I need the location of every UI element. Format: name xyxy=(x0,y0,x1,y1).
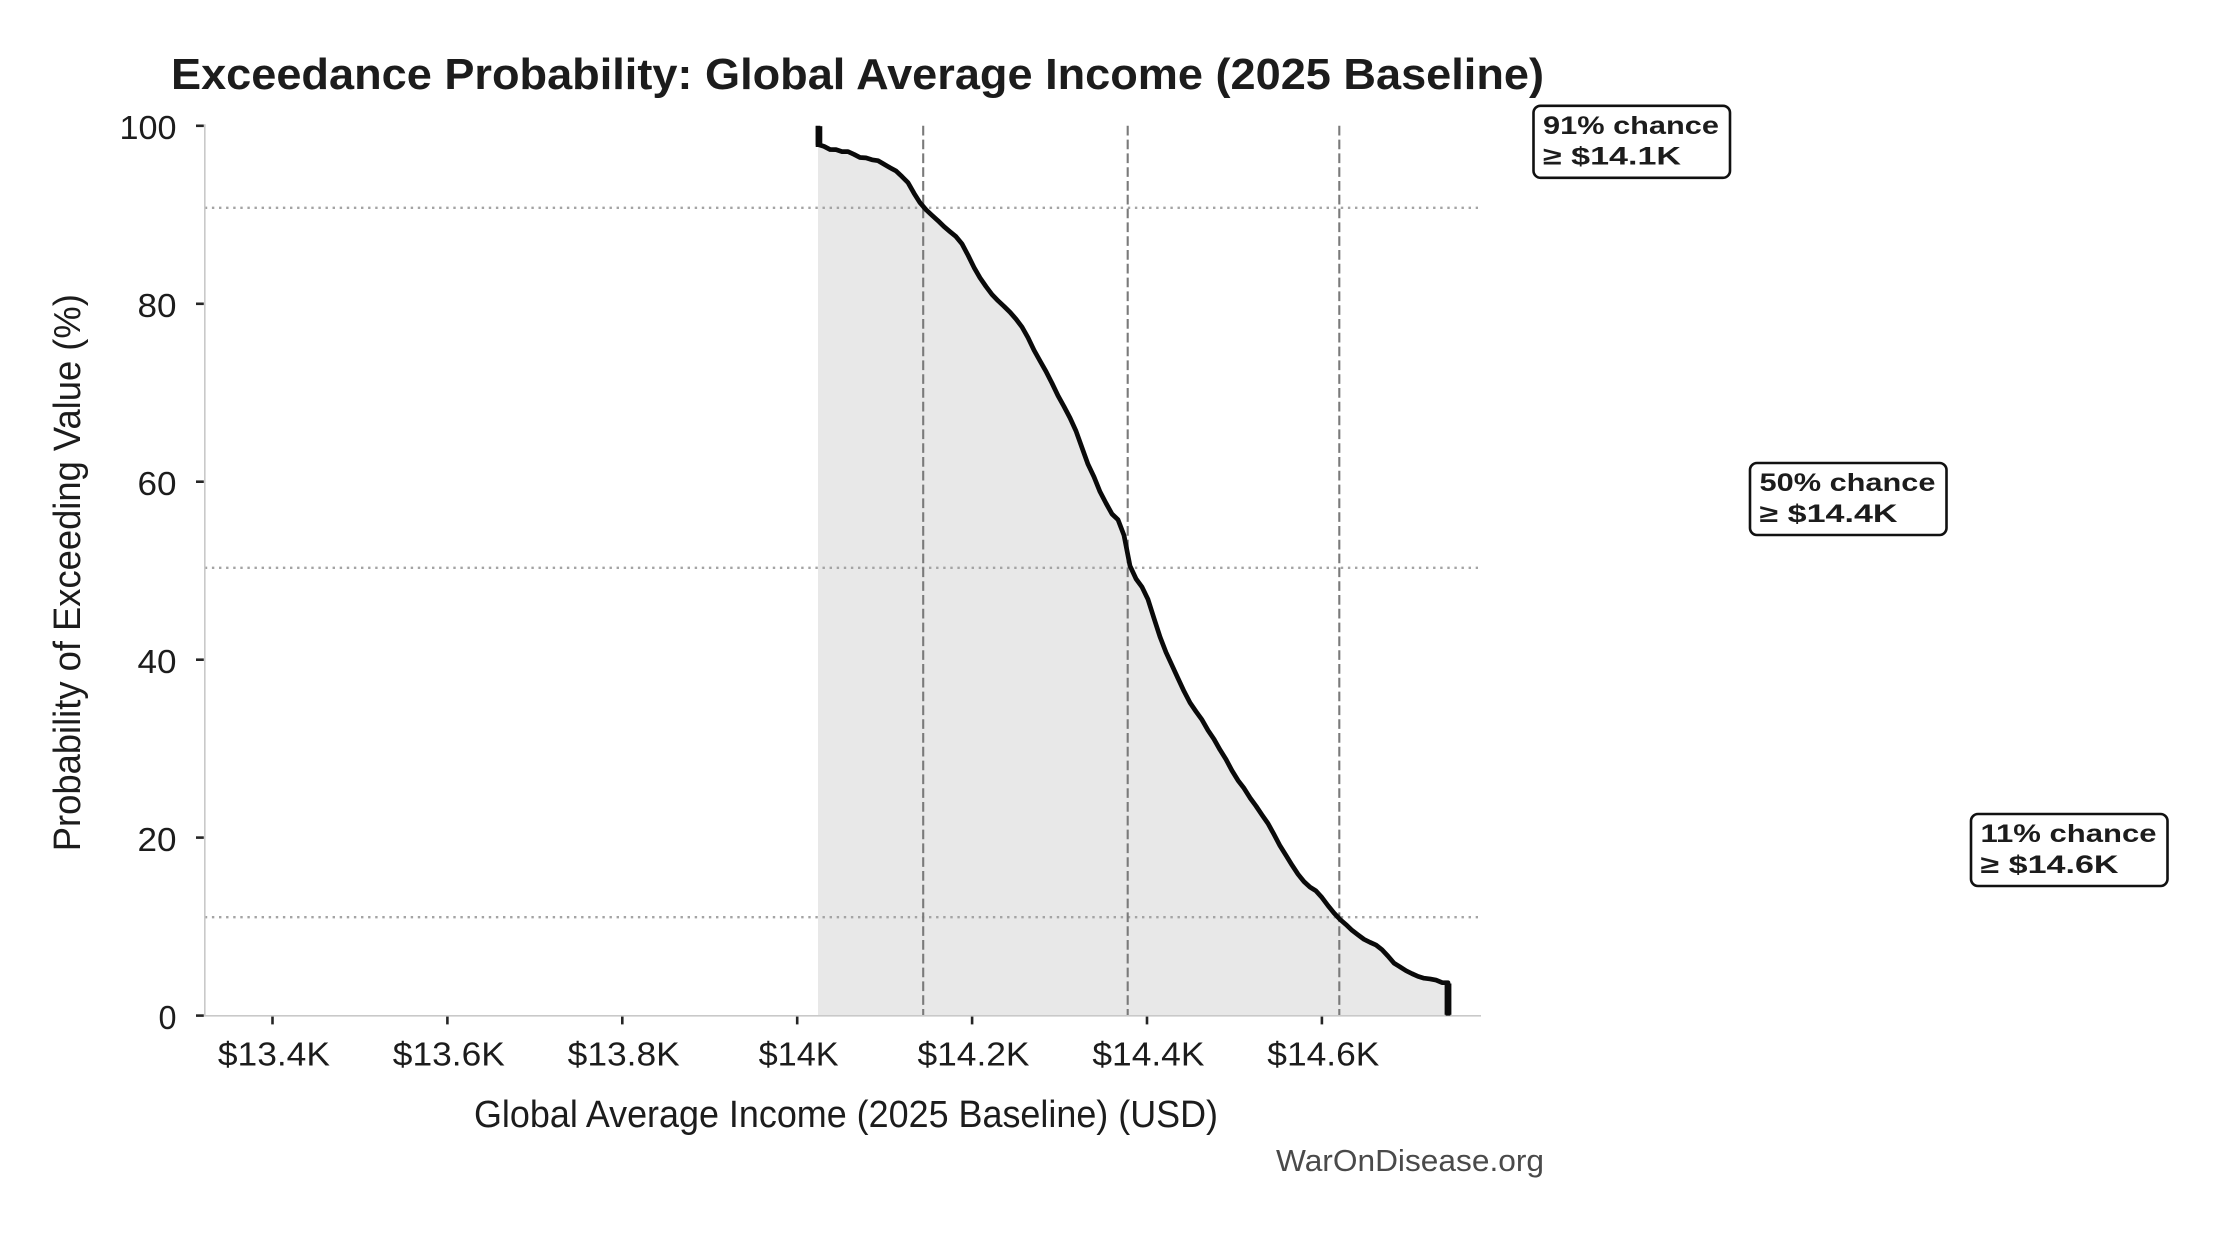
svg-text:$13.4K: $13.4K xyxy=(218,1037,330,1074)
svg-text:60: 60 xyxy=(138,466,177,503)
svg-text:≥ $14.1K: ≥ $14.1K xyxy=(1543,143,1681,171)
svg-text:11% chance: 11% chance xyxy=(1981,820,2157,848)
svg-text:0: 0 xyxy=(159,1000,177,1037)
svg-text:80: 80 xyxy=(138,288,177,325)
svg-text:Global Average Income (2025 Ba: Global Average Income (2025 Baseline) (U… xyxy=(474,1094,1218,1136)
svg-text:100: 100 xyxy=(120,110,177,147)
svg-text:$14.4K: $14.4K xyxy=(1092,1037,1204,1074)
svg-text:WarOnDisease.org: WarOnDisease.org xyxy=(1276,1143,1544,1178)
svg-text:$14K: $14K xyxy=(759,1037,839,1074)
svg-text:Exceedance Probability: Global: Exceedance Probability: Global Average I… xyxy=(171,50,1544,99)
svg-text:≥ $14.4K: ≥ $14.4K xyxy=(1760,500,1898,528)
svg-text:Probability of Exceeding Value: Probability of Exceeding Value (%) xyxy=(47,294,89,851)
svg-text:≥ $14.6K: ≥ $14.6K xyxy=(1981,851,2119,879)
svg-text:$13.6K: $13.6K xyxy=(393,1037,505,1074)
svg-text:20: 20 xyxy=(138,822,177,859)
svg-text:$14.6K: $14.6K xyxy=(1267,1037,1379,1074)
svg-text:91% chance: 91% chance xyxy=(1543,112,1719,140)
svg-text:40: 40 xyxy=(138,644,177,681)
svg-text:$13.8K: $13.8K xyxy=(568,1037,680,1074)
svg-text:$14.2K: $14.2K xyxy=(918,1037,1030,1074)
svg-text:50% chance: 50% chance xyxy=(1760,469,1936,497)
